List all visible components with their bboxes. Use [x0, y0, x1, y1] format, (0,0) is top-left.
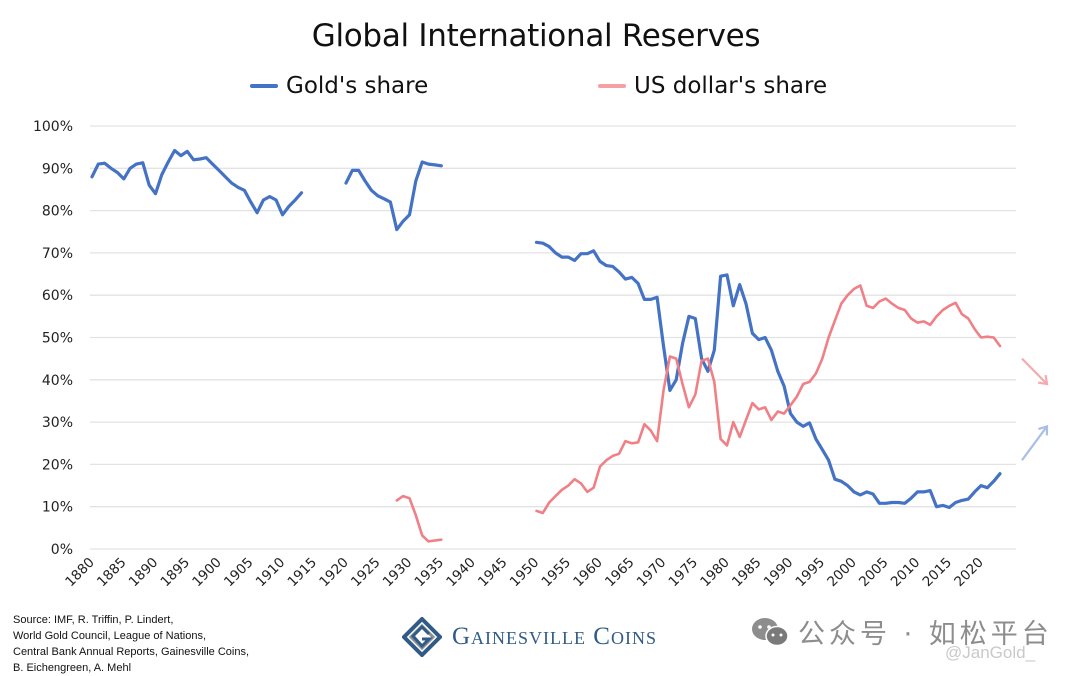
projection-arrowhead-usd-share [1037, 374, 1049, 386]
legend-swatch-gold [250, 84, 278, 88]
series-gold-share [90, 148, 1002, 510]
source-line: Central Bank Annual Reports, Gainesville… [13, 646, 250, 658]
chart-title: Global International Reserves [311, 18, 761, 54]
x-tick-label: 1955 [538, 555, 574, 591]
x-axis-ticks: 1880188518901895190019051910191519201925… [62, 555, 987, 591]
x-tick-label: 1915 [284, 555, 320, 591]
wechat-icon [752, 617, 789, 646]
y-tick-label: 50% [42, 331, 73, 347]
legend-label-gold: Gold's share [286, 73, 429, 99]
y-tick-label: 40% [42, 373, 73, 389]
x-tick-label: 1930 [380, 555, 416, 591]
series-line-gold-share [90, 148, 304, 217]
x-tick-label: 1880 [62, 555, 98, 591]
projection-arrowhead-gold-share [1038, 424, 1049, 436]
x-tick-label: 1925 [348, 555, 384, 591]
y-tick-label: 20% [42, 457, 73, 473]
x-tick-label: 1885 [94, 555, 130, 591]
projection-arrow-usd-share [1021, 357, 1048, 385]
projection-arrow-gold-share [1021, 425, 1048, 461]
series-usd-share [395, 284, 1002, 543]
source-note: Source: IMF, R. Triffin, P. Lindert, Wor… [13, 612, 249, 676]
y-tick-label: 60% [42, 288, 73, 304]
series-line-usd-share [395, 494, 443, 543]
x-tick-label: 1900 [189, 555, 225, 591]
x-tick-label: 2015 [919, 555, 955, 591]
y-tick-label: 90% [42, 161, 73, 177]
source-line: B. Eichengreen, A. Mehl [13, 662, 132, 674]
x-tick-label: 1920 [316, 555, 352, 591]
y-tick-label: 0% [51, 542, 73, 558]
gainesville-coins-logo-icon [402, 617, 442, 657]
brand-logo: Gainesville Coins [402, 617, 657, 657]
x-tick-label: 1905 [221, 555, 257, 591]
x-tick-label: 1970 [634, 555, 670, 591]
y-tick-label: 70% [42, 246, 73, 262]
x-tick-label: 2020 [951, 555, 987, 591]
x-tick-label: 1935 [411, 555, 447, 591]
watermark-text: 公众号 · 如松平台 [798, 619, 1053, 650]
watermark-handle: @JanGold_ [945, 643, 1036, 662]
legend-swatch-usd [598, 84, 626, 88]
x-tick-label: 1940 [443, 555, 479, 591]
y-tick-label: 30% [42, 415, 73, 431]
y-tick-label: 100% [33, 119, 73, 135]
x-tick-label: 1980 [697, 555, 733, 591]
source-line: World Gold Council, League of Nations, [13, 630, 207, 642]
x-tick-label: 1990 [761, 555, 797, 591]
gridlines [90, 125, 1016, 550]
watermark: 公众号 · 如松平台 [750, 612, 1053, 651]
y-tick-label: 10% [42, 500, 73, 516]
legend-item-gold: Gold's share [250, 73, 428, 99]
y-tick-label: 80% [42, 204, 73, 220]
legend-item-usd: US dollar's share [598, 73, 827, 99]
series-line-usd-share [535, 284, 1002, 515]
x-tick-label: 1950 [507, 555, 543, 591]
y-axis-ticks: 0% 10% 20% 30% 40% 50% 60% 70% 80% 90% 100% [33, 119, 73, 558]
series-line-gold-share [534, 240, 1002, 510]
series-line-gold-share [344, 160, 443, 232]
projection-arrows [1021, 357, 1049, 461]
x-tick-label: 1895 [157, 555, 193, 591]
x-tick-label: 1960 [570, 555, 606, 591]
x-tick-label: 2005 [856, 555, 892, 591]
source-line: Source: IMF, R. Triffin, P. Lindert, [13, 614, 174, 626]
x-tick-label: 1985 [729, 555, 765, 591]
x-tick-label: 2000 [824, 555, 860, 591]
legend-label-usd: US dollar's share [634, 73, 828, 99]
x-tick-label: 1965 [602, 555, 638, 591]
x-tick-label: 1975 [665, 555, 701, 591]
series-lines [90, 148, 1002, 543]
x-tick-label: 1995 [792, 555, 828, 591]
x-tick-label: 1945 [475, 555, 511, 591]
x-tick-label: 1910 [253, 555, 289, 591]
brand-name: Gainesville Coins [452, 623, 657, 650]
x-tick-label: 1890 [126, 555, 162, 591]
x-tick-label: 2010 [888, 555, 924, 591]
